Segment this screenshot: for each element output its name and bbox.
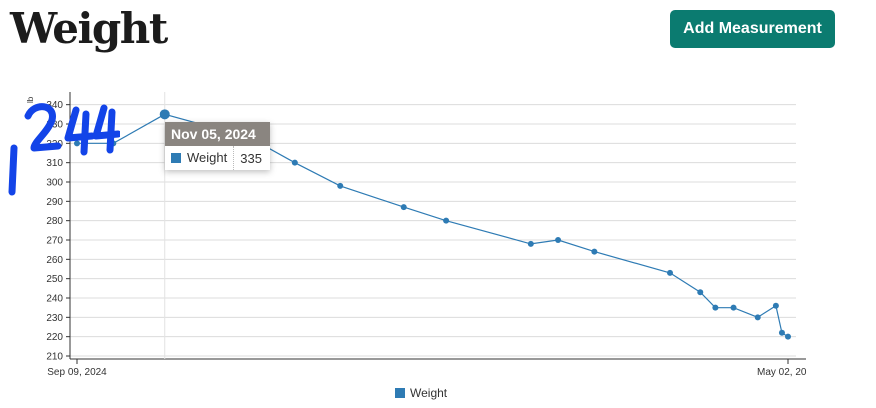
data-point[interactable] xyxy=(337,182,344,189)
data-point[interactable] xyxy=(778,329,785,336)
data-point[interactable] xyxy=(527,240,534,247)
legend-label: Weight xyxy=(410,386,448,400)
x-tick-label-start: Sep 09, 2024 xyxy=(47,367,107,378)
legend-swatch xyxy=(395,388,405,398)
chart-legend-weight[interactable]: Weight xyxy=(395,386,447,400)
data-point[interactable] xyxy=(772,302,779,309)
data-point[interactable] xyxy=(697,289,704,296)
y-tick-label: 280 xyxy=(46,216,63,227)
y-tick-label: 310 xyxy=(46,158,63,169)
data-point[interactable] xyxy=(667,269,674,276)
data-point[interactable] xyxy=(754,314,761,321)
add-measurement-button[interactable]: Add Measurement xyxy=(670,10,835,48)
data-point[interactable] xyxy=(712,304,719,311)
y-tick-label: 340 xyxy=(46,100,63,111)
data-point[interactable] xyxy=(591,248,598,255)
y-tick-label: 290 xyxy=(46,197,63,208)
y-tick-label: 240 xyxy=(46,294,63,305)
y-axis-label: lb xyxy=(26,96,35,103)
data-point[interactable] xyxy=(400,204,407,211)
data-point[interactable] xyxy=(443,217,450,224)
data-point[interactable] xyxy=(555,237,562,243)
tooltip-value: 335 xyxy=(240,150,262,166)
weight-chart[interactable]: 210 220 230 240 250 260 270 280 290 300 310 320 330 3… xyxy=(0,90,876,408)
y-tick-label: 230 xyxy=(46,313,63,324)
y-tick-label: 330 xyxy=(46,120,63,131)
data-point[interactable] xyxy=(785,333,791,340)
data-point[interactable] xyxy=(159,109,170,120)
x-tick-label-end: May 02, 20 xyxy=(757,367,807,378)
data-point[interactable] xyxy=(730,304,737,311)
tooltip-row: Weight 335 xyxy=(165,146,270,170)
y-tick-label: 210 xyxy=(46,352,63,363)
y-tick-label: 220 xyxy=(46,332,63,343)
data-point[interactable] xyxy=(74,140,80,147)
y-tick-label: 300 xyxy=(46,178,63,189)
y-tick-label: 260 xyxy=(46,255,63,266)
weight-chart-svg[interactable]: 2102202302402502602702802903003103203303… xyxy=(0,90,876,408)
y-tick-label: 250 xyxy=(46,274,63,285)
handwritten-annotation xyxy=(8,103,120,196)
chart-tooltip: Nov 05, 2024 Weight 335 xyxy=(165,122,270,170)
tooltip-series-swatch xyxy=(171,153,181,163)
y-tick-label: 270 xyxy=(46,236,63,247)
tooltip-date: Nov 05, 2024 xyxy=(165,122,270,146)
data-point[interactable] xyxy=(291,159,298,166)
tooltip-series-name: Weight xyxy=(187,146,235,170)
page-title: Weight xyxy=(10,4,168,53)
